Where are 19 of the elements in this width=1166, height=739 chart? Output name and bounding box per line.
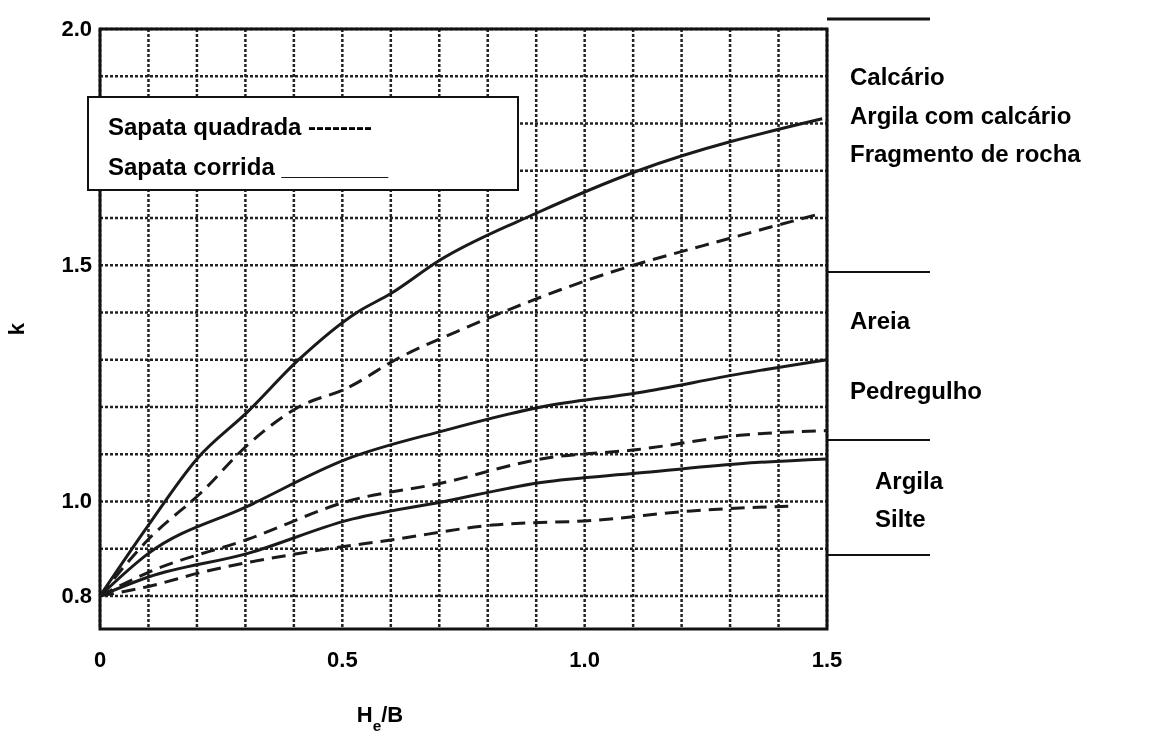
y-tick-label: 0.8	[61, 582, 92, 608]
x-tick-label: 0	[93, 647, 107, 672]
text: Pedregulho	[850, 377, 983, 404]
annotation: Sapata corrida ________	[108, 153, 389, 180]
text: Silte	[875, 505, 926, 532]
y-tick-label: 1.0	[61, 488, 92, 514]
annotation: Sapata quadrada --------	[108, 113, 373, 140]
x-tick-label: 0.5	[327, 647, 358, 672]
x-tick-label: 1.5	[811, 647, 843, 672]
x-axis-title: H$_{e}$/B	[356, 702, 404, 734]
text: Calcário	[850, 63, 945, 90]
y-axis-title: k	[4, 322, 29, 336]
text: Argila com calcário	[850, 102, 1072, 129]
text: Fragmento de rocha	[850, 140, 1082, 167]
y-tick-label: 1.5	[61, 252, 92, 278]
x-tick-label: 1.0	[569, 647, 600, 672]
text: Areia	[850, 307, 911, 334]
y-tick-label: 2.0	[61, 16, 92, 41]
text: Argila	[875, 467, 944, 494]
